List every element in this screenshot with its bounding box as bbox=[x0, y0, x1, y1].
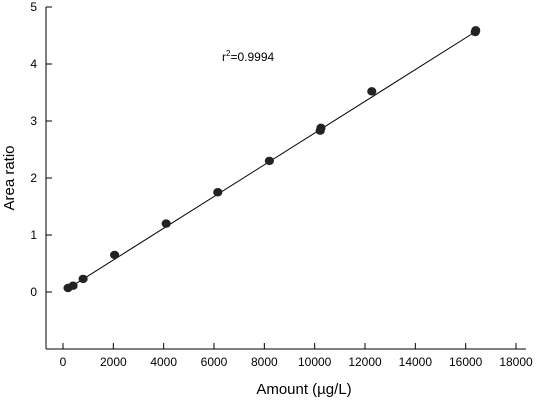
x-tick-label: 14000 bbox=[399, 355, 433, 369]
y-axis-label: Area ratio bbox=[1, 145, 18, 210]
x-tick-label: 18000 bbox=[499, 355, 533, 369]
x-tick-label: 6000 bbox=[201, 355, 228, 369]
r-squared-value: =0.9994 bbox=[230, 50, 274, 64]
r-squared-superscript: 2 bbox=[226, 49, 231, 58]
data-point bbox=[161, 219, 171, 228]
y-tick-label: 0 bbox=[30, 285, 37, 299]
y-tick-label: 5 bbox=[30, 0, 37, 14]
r-squared-base: r bbox=[222, 50, 226, 64]
r-squared-annotation: r2=0.9994 bbox=[222, 49, 274, 64]
y-tick-label: 2 bbox=[30, 171, 37, 185]
x-axis-label: Amount (µg/L) bbox=[256, 381, 351, 398]
y-tick-label: 3 bbox=[30, 114, 37, 128]
data-point bbox=[78, 274, 88, 284]
x-tick-label: 12000 bbox=[348, 355, 382, 369]
y-tick-label: 4 bbox=[30, 57, 37, 71]
x-tick-label: 8000 bbox=[251, 355, 278, 369]
data-point bbox=[316, 123, 326, 133]
x-tick-label: 10000 bbox=[298, 355, 332, 369]
y-tick-label: 1 bbox=[30, 228, 37, 242]
x-tick-label: 4000 bbox=[150, 355, 177, 369]
data-point bbox=[213, 188, 223, 197]
x-tick-label: 0 bbox=[60, 355, 67, 369]
data-point bbox=[68, 281, 78, 290]
data-point bbox=[264, 156, 274, 166]
x-tick-label: 2000 bbox=[100, 355, 127, 369]
data-point bbox=[367, 87, 377, 96]
data-point bbox=[471, 26, 481, 35]
axes: 0 1 2 3 4 5 0 2000 4000 6000 8000 10000 12000 14000 16… bbox=[30, 0, 533, 369]
x-tick-label: 16000 bbox=[449, 355, 483, 369]
data-points bbox=[63, 26, 481, 293]
data-point bbox=[109, 250, 120, 260]
